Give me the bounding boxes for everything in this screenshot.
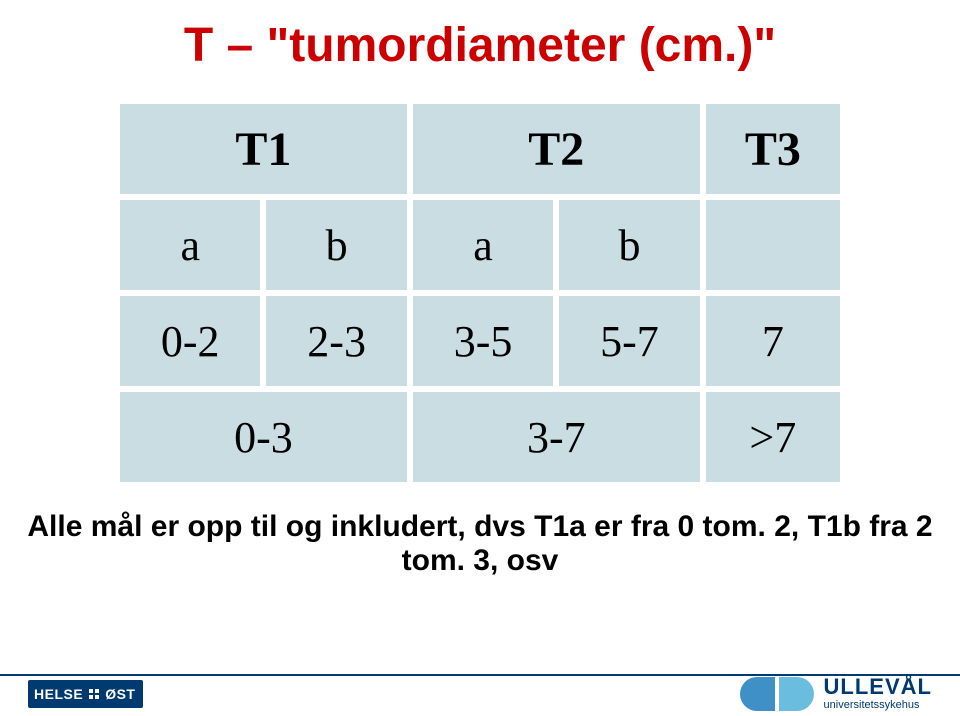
tumor-diameter-table: T1T2T3abab0-22-33-55-770-33-7>7 <box>114 98 846 488</box>
ulleval-mark-icon <box>740 677 814 711</box>
slide-title: T – "tumordiameter (cm.)" <box>0 18 960 73</box>
helse-ost-logo: HELSE ØST <box>28 680 143 708</box>
table-row: 0-22-33-55-77 <box>120 296 840 386</box>
table-cell: T2 <box>413 104 700 194</box>
ulleval-logo: ULLEVÅL universitetssykehus <box>740 676 932 711</box>
table-cell: b <box>559 200 699 290</box>
table-cell: >7 <box>706 392 840 482</box>
table-row: abab <box>120 200 840 290</box>
table-cell <box>706 200 840 290</box>
table: T1T2T3abab0-22-33-55-770-33-7>7 <box>114 98 846 488</box>
footer: HELSE ØST ULLEVÅL universitetssykehus <box>0 674 960 716</box>
ulleval-text: ULLEVÅL universitetssykehus <box>824 676 932 711</box>
table-cell: 2-3 <box>266 296 406 386</box>
ulleval-subtitle: universitetssykehus <box>824 700 932 711</box>
helse-right-text: ØST <box>105 686 135 702</box>
table-cell: 7 <box>706 296 840 386</box>
table-cell: b <box>266 200 406 290</box>
ulleval-brand: ULLEVÅL <box>824 676 932 698</box>
caption-text: Alle mål er opp til og inkludert, dvs T1… <box>0 510 960 578</box>
table-cell: T3 <box>706 104 840 194</box>
helse-dots-icon <box>89 689 99 699</box>
table-cell: a <box>413 200 553 290</box>
table-cell: T1 <box>120 104 407 194</box>
helse-left-text: HELSE <box>34 686 83 702</box>
table-cell: a <box>120 200 260 290</box>
table-row: T1T2T3 <box>120 104 840 194</box>
table-row: 0-33-7>7 <box>120 392 840 482</box>
table-cell: 0-2 <box>120 296 260 386</box>
table-cell: 0-3 <box>120 392 407 482</box>
table-cell: 3-5 <box>413 296 553 386</box>
slide: T – "tumordiameter (cm.)" T1T2T3abab0-22… <box>0 0 960 716</box>
table-cell: 5-7 <box>559 296 699 386</box>
table-cell: 3-7 <box>413 392 700 482</box>
